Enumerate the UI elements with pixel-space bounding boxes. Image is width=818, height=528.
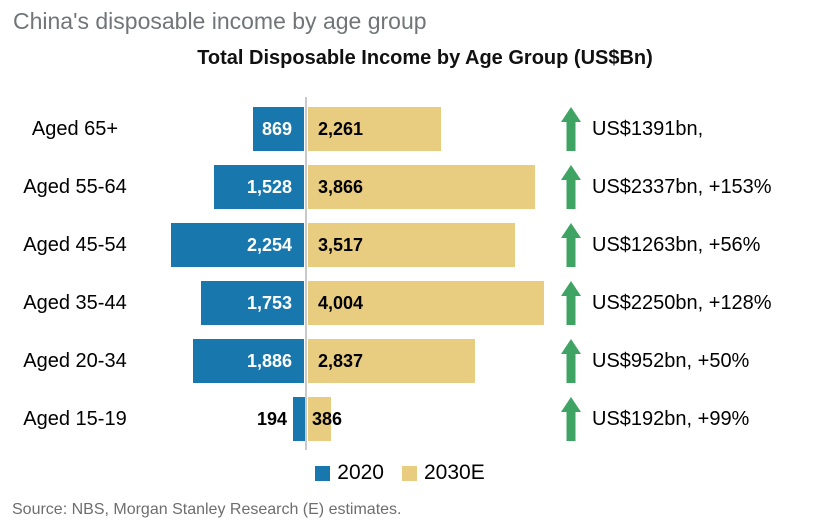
up-arrow-icon [561, 107, 581, 151]
up-arrow-icon [561, 339, 581, 383]
chart-row: Aged 65+ 869 2,261 US$1391bn, [0, 107, 818, 151]
age-group-label: Aged 15-19 [23, 408, 127, 430]
bar-2030e: 2,261 [308, 107, 441, 151]
bar-2020 [293, 397, 305, 441]
age-group-label: Aged 35-44 [23, 292, 127, 314]
chart-row: Aged 35-44 1,753 4,004 US$2250bn, +128% [0, 281, 818, 325]
bar-2030e: 386 [308, 397, 342, 441]
age-group-label: Aged 55-64 [23, 176, 127, 198]
legend-swatch-2030e-icon [401, 465, 417, 481]
bar-2020: 1,528 [214, 165, 304, 209]
bar-2030e: 2,837 [308, 339, 475, 383]
bar-2020: 1,886 [193, 339, 304, 383]
legend-item-2030e: 2030E [401, 461, 485, 485]
bar-2030e: 4,004 [308, 281, 544, 325]
bar-2020: 1,753 [201, 281, 304, 325]
growth-annotation: US$2337bn, +153% [592, 176, 772, 198]
age-group-label: Aged 65+ [31, 118, 119, 140]
age-group-label: Aged 20-34 [23, 350, 127, 372]
page-title: China's disposable income by age group [13, 8, 427, 34]
legend: 2020 2030E [0, 461, 800, 485]
chart-row: Aged 55-64 1,528 3,866 US$2337bn, +153% [0, 165, 818, 209]
bar-2030e: 3,517 [308, 223, 515, 267]
bar-2020: 2,254 [171, 223, 304, 267]
growth-annotation: US$192bn, +99% [592, 408, 750, 430]
chart-row: Aged 20-34 1,886 2,837 US$952bn, +50% [0, 339, 818, 383]
bar-2030e: 3,866 [308, 165, 535, 209]
up-arrow-icon [561, 397, 581, 441]
legend-swatch-2020-icon [315, 465, 331, 481]
growth-annotation: US$1391bn, [592, 118, 704, 140]
growth-annotation: US$952bn, +50% [592, 350, 750, 372]
legend-item-2020: 2020 [315, 461, 384, 485]
legend-label-2020: 2020 [337, 461, 384, 484]
bar-2020-value: 194 [256, 409, 287, 429]
bar-2020: 869 [253, 107, 304, 151]
chart-row: Aged 45-54 2,254 3,517 US$1263bn, +56% [0, 223, 818, 267]
chart-row: Aged 15-19 194 386 US$192bn, +99% [0, 397, 818, 441]
up-arrow-icon [561, 281, 581, 325]
growth-annotation: US$1263bn, +56% [592, 234, 761, 256]
source-note: Source: NBS, Morgan Stanley Research (E)… [12, 501, 402, 518]
axis-center-line [305, 97, 307, 450]
legend-label-2030e: 2030E [423, 461, 485, 484]
age-group-label: Aged 45-54 [23, 234, 127, 256]
up-arrow-icon [561, 223, 581, 267]
chart-title: Total Disposable Income by Age Group (US… [197, 47, 653, 69]
up-arrow-icon [561, 165, 581, 209]
growth-annotation: US$2250bn, +128% [592, 292, 772, 314]
plot-area: Aged 65+ 869 2,261 US$1391bn, Aged 55-64 1,52… [0, 97, 818, 457]
